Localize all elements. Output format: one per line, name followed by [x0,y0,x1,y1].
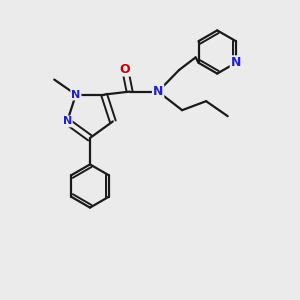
Text: N: N [71,90,80,100]
Text: N: N [231,56,241,69]
Text: N: N [153,85,163,98]
Text: O: O [120,63,130,76]
Text: N: N [62,116,72,126]
